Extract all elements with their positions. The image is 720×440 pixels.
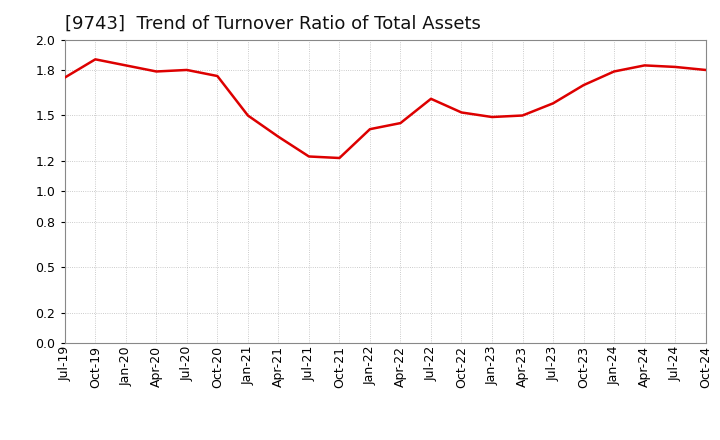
- Text: [9743]  Trend of Turnover Ratio of Total Assets: [9743] Trend of Turnover Ratio of Total …: [65, 15, 481, 33]
